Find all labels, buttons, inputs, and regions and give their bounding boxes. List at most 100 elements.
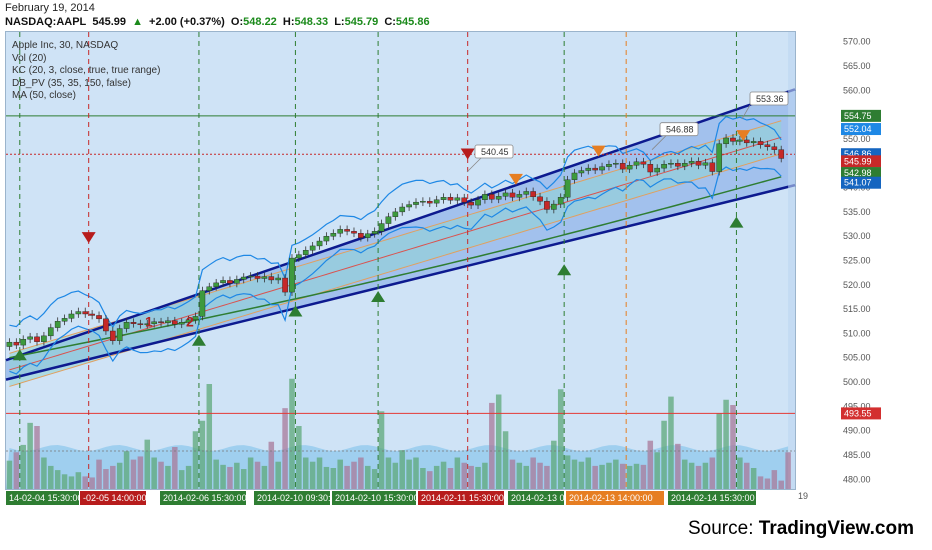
candle (220, 280, 226, 284)
candle (199, 290, 206, 317)
candle (661, 164, 667, 169)
volume-bar (68, 476, 75, 489)
volume-bar (523, 465, 530, 489)
date-axis-label-bg (6, 491, 79, 505)
candle (89, 313, 95, 316)
candle (475, 199, 481, 206)
candle (654, 167, 661, 173)
candle (385, 216, 392, 224)
candle (578, 170, 585, 174)
candle (468, 201, 474, 206)
price-axis-label: 493.55 (844, 408, 872, 418)
date-axis-label-bg (668, 491, 756, 505)
volume-bar (330, 468, 337, 489)
volume-bar (516, 462, 523, 489)
legend-item-keltner[interactable]: KC (20, 3, close, true, true range) (12, 65, 161, 76)
candle (433, 199, 440, 204)
candle (289, 257, 295, 293)
candle (599, 166, 605, 171)
volume-bar (475, 466, 481, 489)
high-label: H: (282, 16, 295, 28)
candle (227, 280, 233, 284)
volume-bar (723, 399, 729, 489)
y-axis-tick-label: 530.00 (843, 231, 871, 241)
candle (688, 161, 695, 164)
price-axis-label-bg (841, 155, 881, 168)
volume-bar (82, 476, 89, 489)
candle (337, 229, 344, 234)
buy-signal-arrow (191, 334, 206, 346)
candle (344, 229, 350, 232)
candle (626, 165, 633, 170)
volume-bar (75, 472, 82, 489)
candle (282, 277, 288, 293)
candle (240, 276, 247, 280)
candle (647, 164, 654, 173)
volume-bar (585, 457, 592, 489)
volume-bar (96, 459, 102, 489)
candle (185, 319, 192, 323)
candle (34, 336, 40, 342)
candle (737, 139, 743, 142)
y-axis-tick-label: 525.00 (843, 256, 871, 266)
legend-item-ma[interactable]: MA (50, close) (12, 90, 76, 101)
volume-bar (130, 459, 137, 489)
candle (406, 204, 412, 208)
y-axis-tick-label: 480.00 (843, 474, 871, 484)
candle (165, 320, 171, 323)
volume-bar (427, 471, 433, 489)
candle (420, 200, 426, 203)
candle (68, 313, 75, 319)
volume-bar (302, 457, 309, 489)
date-axis-label-bg (332, 491, 416, 505)
high-value: 548.33 (294, 16, 329, 28)
candle (144, 323, 151, 325)
volume-bar (261, 465, 268, 489)
legend-item-symbol[interactable]: Apple Inc, 30, NASDAQ (12, 40, 119, 51)
candle (254, 275, 261, 279)
legend-item-volume[interactable]: Vol (20) (12, 52, 47, 64)
volume-bar (613, 459, 619, 489)
price-callout-text: 553.36 (756, 94, 784, 104)
volume-bar (392, 462, 399, 489)
candle (716, 143, 723, 172)
volume-bar (757, 476, 764, 489)
buy-signal-arrow (12, 349, 27, 361)
volume-bar (702, 462, 709, 489)
volume-bar (688, 462, 695, 489)
candle (109, 330, 116, 341)
buy-signal-arrow (371, 290, 386, 302)
candle (54, 321, 61, 328)
db-pv-lower-line (9, 166, 782, 375)
buy-signal-arrow (288, 305, 303, 317)
candle (309, 245, 316, 251)
date-axis-label-bg (508, 491, 564, 505)
volume-bar (337, 459, 343, 489)
low-value: 545.79 (344, 16, 379, 28)
candle (709, 162, 716, 172)
y-axis-tick-label: 490.00 (843, 426, 871, 436)
candle (130, 322, 137, 324)
volume-bar (489, 402, 495, 489)
candle (702, 162, 709, 166)
candle (764, 144, 771, 147)
candle (330, 233, 337, 237)
y-axis-tick-label: 570.00 (843, 37, 871, 47)
volume-bar (420, 468, 426, 489)
volume-bar (647, 440, 654, 489)
candle (523, 191, 530, 195)
candle (668, 163, 674, 165)
volume-bar (413, 457, 419, 489)
candle (371, 231, 378, 234)
legend-item-db-pv[interactable]: DB_PV (35, 35, 150, false) (12, 77, 131, 89)
volume-bar (730, 405, 736, 489)
volume-bar (399, 450, 405, 489)
volume-bar (123, 451, 130, 489)
volume-bar (268, 441, 275, 489)
volume-bar (89, 477, 95, 489)
candle (544, 200, 550, 210)
candle (537, 196, 543, 202)
volume-bar (185, 465, 192, 489)
source-prefix: Source: (688, 518, 759, 539)
